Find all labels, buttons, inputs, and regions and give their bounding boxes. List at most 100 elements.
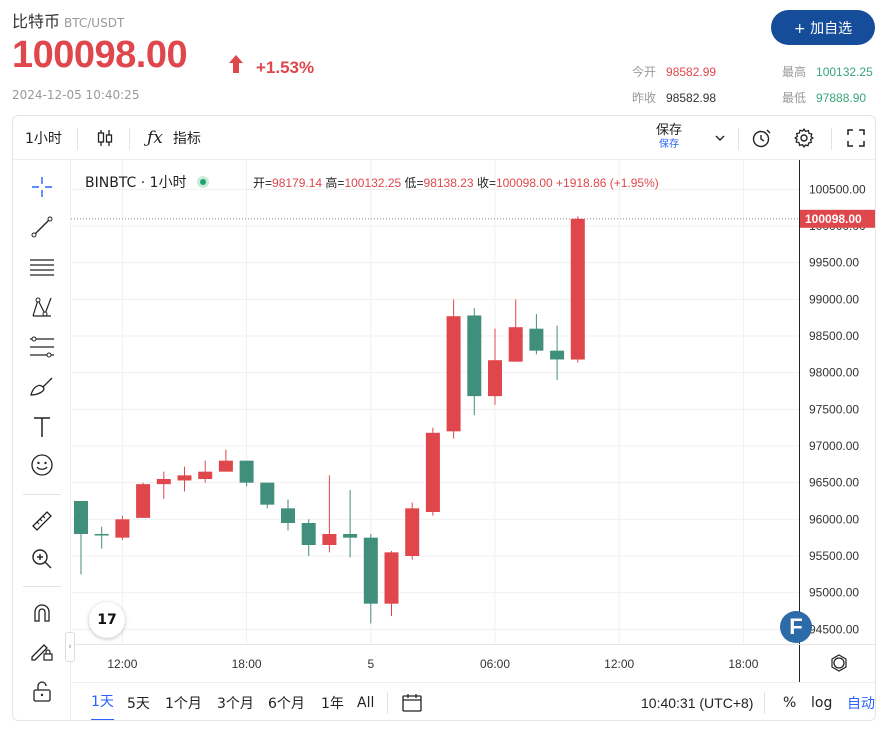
price-change-percent: +1.53% xyxy=(256,58,315,77)
save-label: 保存 xyxy=(656,123,683,138)
lock-tool[interactable] xyxy=(27,676,57,706)
tradingview-logo[interactable]: 17 xyxy=(89,602,125,638)
f-logo[interactable]: F xyxy=(780,611,812,643)
zoom-in-icon xyxy=(32,549,52,569)
pattern-icon xyxy=(32,297,52,317)
goto-date-button[interactable] xyxy=(401,683,423,720)
candle-body xyxy=(94,534,109,536)
horizontal-lines-tool[interactable] xyxy=(27,252,57,282)
axis-settings-icon xyxy=(833,657,845,669)
candle-body xyxy=(467,315,482,397)
candle-body xyxy=(446,316,461,432)
settings-button[interactable] xyxy=(793,116,815,160)
y-tick-label: 99000.00 xyxy=(809,292,859,306)
range-6m[interactable]: 6个月 xyxy=(268,696,305,712)
emoji-tool[interactable] xyxy=(27,450,57,480)
range-bar: 1天 5天 1个月 3个月 6个月 1年 All 10:40:31 (UTC+8… xyxy=(71,682,875,720)
range-1m[interactable]: 1个月 xyxy=(165,696,202,712)
up-arrow-icon xyxy=(229,55,243,73)
chevron-down-icon xyxy=(715,135,725,141)
zoom-in-tool[interactable] xyxy=(27,544,57,574)
fx-icon: ƒx xyxy=(147,128,163,148)
save-button[interactable]: 保存 保存 xyxy=(656,124,682,152)
lock-drawing-tool[interactable] xyxy=(27,636,57,666)
y-tick-label: 97500.00 xyxy=(809,402,859,416)
last-price-label: 100098.00 xyxy=(805,212,862,226)
x-tick-label: 06:00 xyxy=(480,657,510,671)
stat-low: 最低 97888.90 xyxy=(782,91,867,105)
pattern-tool[interactable] xyxy=(27,292,57,322)
add-watchlist-button[interactable]: + 加自选 xyxy=(771,10,875,45)
alert-clock-icon xyxy=(752,129,771,148)
magnet-icon xyxy=(34,604,50,622)
candle-body xyxy=(136,484,151,518)
candle-style-button[interactable] xyxy=(95,116,115,160)
ohlc-close: 100098.00 xyxy=(495,176,553,190)
collapse-sidebar-button[interactable]: ‹ xyxy=(65,632,75,662)
indicators-button[interactable]: ƒx 指标 xyxy=(147,116,201,160)
range-1y[interactable]: 1年 xyxy=(321,696,344,712)
candle-body xyxy=(115,519,130,538)
range-5d[interactable]: 5天 xyxy=(127,696,150,712)
fib-tool[interactable] xyxy=(27,332,57,362)
range-all[interactable]: All xyxy=(357,695,375,711)
interval-button[interactable]: 1小时 xyxy=(25,131,62,147)
candle-body xyxy=(343,534,358,538)
candle-body xyxy=(281,508,295,523)
x-tick-label: 12:00 xyxy=(604,657,634,671)
y-tick-label: 99500.00 xyxy=(809,256,859,270)
candlestick-chart[interactable]: 100500.00100000.0099500.0099000.0098500.… xyxy=(71,160,875,682)
trendline-tool[interactable] xyxy=(27,212,57,242)
brush-tool[interactable] xyxy=(27,372,57,402)
candle-body xyxy=(260,482,275,505)
percent-scale-toggle[interactable]: % xyxy=(783,695,797,711)
candle-body xyxy=(405,508,420,556)
clock-timezone[interactable]: 10:40:31 (UTC+8) xyxy=(641,695,754,711)
asset-name: 比特币 xyxy=(12,12,61,31)
y-tick-label: 98000.00 xyxy=(809,366,859,380)
y-tick-label: 95500.00 xyxy=(809,549,859,563)
auto-scale-toggle[interactable]: 自动 xyxy=(847,696,875,712)
price-timestamp: 2024-12-05 10:40:25 xyxy=(12,88,140,102)
y-tick-label: 97000.00 xyxy=(809,439,859,453)
trendline-icon xyxy=(31,216,53,238)
range-3m[interactable]: 3个月 xyxy=(217,696,254,712)
save-sub-label: 保存 xyxy=(659,139,679,150)
candle-body xyxy=(156,479,171,485)
crosshair-tool[interactable] xyxy=(27,172,57,202)
y-tick-label: 98500.00 xyxy=(809,329,859,343)
candle-body xyxy=(425,432,440,512)
fullscreen-button[interactable] xyxy=(847,116,865,160)
ruler-tool[interactable] xyxy=(27,506,57,536)
candle-body xyxy=(218,460,233,472)
range-1d[interactable]: 1天 xyxy=(91,683,114,720)
y-tick-label: 96000.00 xyxy=(809,512,859,526)
candle-body xyxy=(239,460,254,483)
magnet-tool[interactable] xyxy=(27,598,57,628)
last-price-badge xyxy=(800,209,875,228)
fullscreen-icon xyxy=(847,129,865,147)
ohlc-change: +1918.86 (+1.95%) xyxy=(556,176,659,190)
crosshair-icon xyxy=(32,177,52,197)
alert-button[interactable] xyxy=(751,116,773,160)
candle-body xyxy=(384,552,399,604)
chart-panel: 1小时 ƒx 指标 保存 保存 xyxy=(12,115,876,721)
unlock-icon xyxy=(33,681,51,702)
candle-body xyxy=(322,534,337,545)
chart-legend: BINBTC · 1小时 xyxy=(85,172,209,192)
asset-title: 比特币 BTC/USDT xyxy=(12,8,124,32)
candle-body xyxy=(529,328,544,351)
chart-toolbar: 1小时 ƒx 指标 保存 保存 xyxy=(13,116,875,160)
x-tick-label: 18:00 xyxy=(232,657,262,671)
x-tick-label: 5 xyxy=(367,657,374,671)
ohlc-low: 98138.23 xyxy=(423,176,474,190)
candle-body xyxy=(301,523,316,545)
save-menu-chevron[interactable] xyxy=(714,116,726,160)
ohlc-high: 100132.25 xyxy=(344,176,402,190)
calendar-icon xyxy=(402,694,422,712)
indicators-label: 指标 xyxy=(172,131,201,147)
brush-icon xyxy=(30,377,53,396)
log-scale-toggle[interactable]: log xyxy=(811,695,833,711)
text-tool[interactable] xyxy=(27,412,57,442)
fib-retracement-icon xyxy=(30,336,54,358)
